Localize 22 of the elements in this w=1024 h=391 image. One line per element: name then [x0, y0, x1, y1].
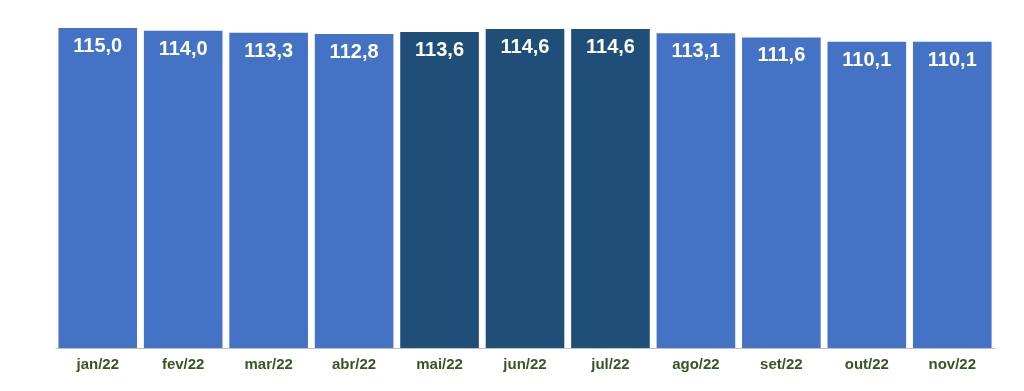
- x-tick-label: jun/22: [502, 354, 547, 372]
- x-tick-label: jul/22: [590, 354, 630, 372]
- x-tick-label: out/22: [844, 354, 889, 372]
- x-tick-label: abr/22: [331, 354, 377, 372]
- data-label: 110,1: [927, 47, 977, 70]
- data-label: 114,0: [158, 36, 208, 59]
- data-label: 110,1: [842, 47, 892, 70]
- data-label: 114,6: [585, 35, 635, 58]
- x-tick-label: set/22: [760, 354, 803, 372]
- data-label: 113,6: [415, 37, 465, 60]
- data-label: 113,1: [671, 39, 721, 62]
- data-label: 114,6: [500, 35, 550, 58]
- x-tick-label: mar/22: [244, 354, 293, 372]
- data-label: 113,3: [244, 38, 294, 61]
- x-tick-label: mai/22: [416, 354, 463, 372]
- x-tick-label: nov/22: [928, 354, 977, 372]
- data-label: 115,0: [73, 34, 123, 56]
- data-label: 112,8: [329, 40, 379, 63]
- x-tick-label: ago/22: [672, 354, 720, 372]
- x-tick-label: fev/22: [161, 354, 205, 372]
- x-tick-label: jan/22: [75, 354, 119, 372]
- data-label: 111,6: [757, 43, 806, 66]
